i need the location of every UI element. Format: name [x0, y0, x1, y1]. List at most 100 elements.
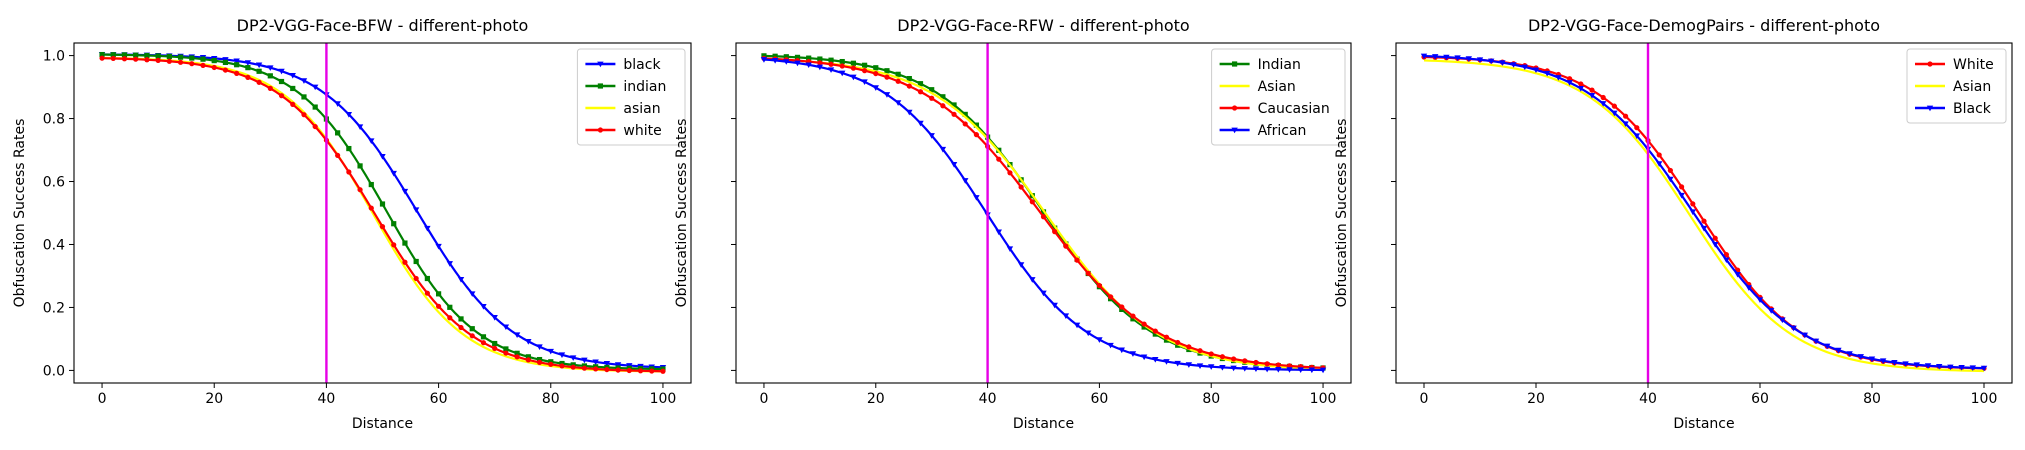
data-point-Caucasian	[1052, 229, 1058, 235]
data-point-African	[1096, 337, 1103, 343]
data-point-Caucasian	[828, 61, 834, 67]
data-point-indian	[391, 221, 397, 227]
data-point-white	[267, 85, 273, 91]
data-point-indian	[99, 51, 105, 58]
data-point-African	[872, 85, 879, 91]
data-point-African	[906, 109, 913, 116]
x-tick-label: 60	[1751, 391, 1769, 407]
data-point-indian	[335, 130, 341, 136]
data-point-black	[267, 65, 274, 71]
x-axis-label: Distance	[1673, 416, 1734, 432]
x-tick-label: 80	[542, 391, 560, 407]
data-point-Caucasian	[929, 95, 935, 101]
x-tick-label: 0	[1420, 391, 1429, 407]
data-point-indian	[503, 346, 509, 352]
series-asian	[102, 56, 663, 373]
data-point-indian	[211, 57, 217, 64]
data-point-Caucasian	[951, 111, 957, 117]
data-point-Black	[1476, 57, 1484, 63]
plot-frame	[735, 42, 1352, 384]
legend-label: Caucasian	[1258, 101, 1330, 117]
data-point-indian	[155, 53, 161, 59]
data-point-White	[1723, 252, 1729, 258]
data-point-African	[850, 74, 857, 81]
data-point-white	[144, 57, 150, 63]
data-point-Caucasian	[1219, 354, 1226, 360]
series-line-Asian	[763, 58, 1324, 371]
data-point-black	[558, 352, 566, 359]
data-point-White	[1712, 235, 1718, 241]
data-point-African	[794, 60, 801, 67]
data-point-African	[1073, 322, 1081, 329]
data-point-African	[783, 59, 790, 65]
data-point-Black	[1947, 364, 1954, 371]
x-tick-label: 60	[430, 391, 448, 407]
data-point-African	[894, 100, 902, 106]
data-point-black	[469, 291, 476, 297]
legend-marker-white	[597, 127, 604, 133]
data-point-African	[1040, 290, 1047, 297]
data-point-Indian	[929, 87, 935, 93]
series-African	[760, 57, 1327, 374]
x-tick-label: 40	[979, 391, 997, 407]
x-tick-label: 0	[98, 391, 107, 407]
data-point-Black	[1824, 343, 1831, 350]
legend-marker-Caucasian	[1232, 105, 1238, 111]
data-point-indian	[536, 356, 543, 363]
data-point-Black	[1902, 361, 1909, 367]
data-point-black	[480, 304, 487, 310]
data-point-Caucasian	[1208, 351, 1214, 357]
data-point-Black	[1936, 363, 1943, 370]
data-point-white	[514, 354, 520, 360]
data-point-white	[402, 259, 408, 265]
data-point-white	[301, 112, 307, 118]
data-point-African	[1140, 354, 1148, 361]
legend-entry-African: African	[1219, 123, 1306, 139]
data-point-Black	[1812, 338, 1820, 345]
data-point-Black	[1432, 54, 1439, 60]
data-point-White	[1567, 76, 1573, 82]
data-point-black	[424, 225, 431, 232]
data-point-Black	[1958, 365, 1965, 371]
data-point-Black	[1611, 110, 1618, 117]
data-point-indian	[447, 304, 453, 310]
data-point-Black	[1454, 55, 1461, 62]
data-point-white	[391, 242, 397, 248]
data-point-black	[570, 355, 577, 361]
data-point-African	[1208, 364, 1215, 370]
data-point-black	[614, 362, 622, 368]
legend-marker-black	[597, 61, 604, 68]
data-point-African	[1152, 357, 1159, 363]
legend-box	[1211, 48, 1346, 146]
legend: black indian asian white	[576, 48, 686, 146]
data-point-black	[412, 207, 420, 213]
data-point-African	[917, 120, 924, 127]
legend-entry-asian: asian	[585, 101, 661, 117]
data-point-white	[660, 368, 666, 374]
chart-title: DP2-VGG-Face-RFW - different-photo	[897, 16, 1189, 35]
data-point-Indian	[940, 94, 946, 100]
data-point-Caucasian	[1230, 356, 1237, 362]
data-point-indian	[424, 275, 430, 282]
y-tick-label: 1.0	[43, 49, 65, 65]
data-point-Indian	[839, 58, 845, 65]
series-line-Asian	[1423, 59, 1985, 373]
data-point-indian	[379, 201, 386, 207]
data-point-Indian	[783, 54, 789, 60]
data-point-indian	[278, 78, 285, 85]
data-point-African	[939, 146, 947, 153]
data-point-indian	[133, 52, 139, 58]
data-point-indian	[312, 104, 318, 110]
data-point-indian	[177, 54, 184, 60]
data-point-Black	[1689, 209, 1696, 215]
data-point-white	[458, 324, 464, 331]
data-point-Indian	[1163, 337, 1170, 343]
data-point-white	[379, 224, 386, 230]
data-point-black	[390, 170, 397, 177]
data-point-white	[211, 64, 217, 71]
data-point-indian	[469, 326, 475, 332]
legend-entry-Black: Black	[1915, 101, 1992, 117]
data-point-white	[133, 56, 139, 62]
